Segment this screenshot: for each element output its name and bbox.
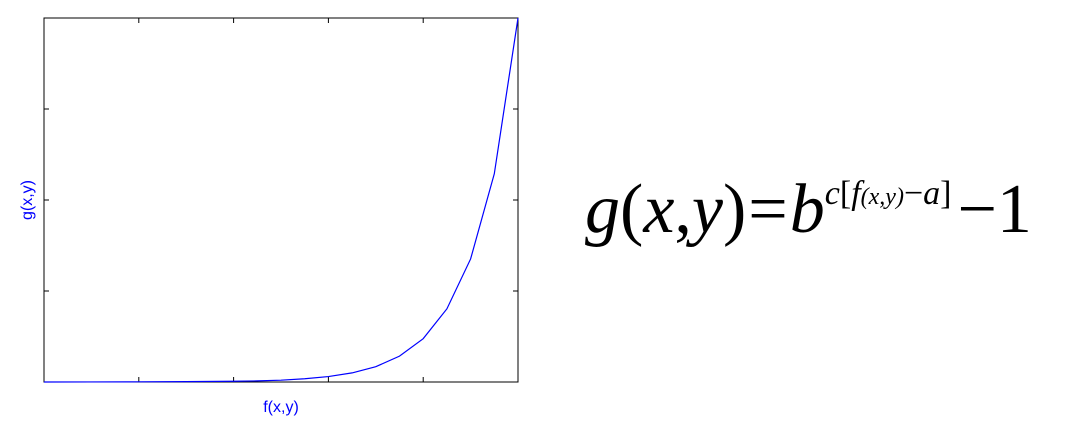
exponent-open-bracket: [: [839, 175, 852, 212]
equation-lhs-function: g: [585, 171, 620, 248]
equation-exponent: c[f(x,y)−a]: [825, 175, 952, 212]
chart: f(x,y) g(x,y): [19, 17, 519, 416]
y-axis-label: g(x,y): [19, 180, 36, 220]
exponent-minus: −: [903, 175, 924, 212]
equation: g(x,y)=bc[f(x,y)−a]−1: [585, 170, 1065, 270]
equation-comma: ,: [674, 171, 692, 248]
equation-var-x: x: [643, 171, 675, 248]
exponent-a: a: [923, 175, 941, 212]
exponent-close-bracket: ]: [940, 175, 952, 212]
equation-base: b: [789, 171, 825, 248]
x-axis-label: f(x,y): [263, 399, 299, 416]
equation-tail: −1: [957, 171, 1032, 248]
y-ticks: [44, 17, 518, 383]
equation-close-paren: ): [722, 171, 747, 248]
exponent-c: c: [824, 175, 840, 212]
equation-open-paren: (: [620, 171, 644, 248]
equation-var-y: y: [691, 171, 723, 248]
equation-equals: =: [748, 171, 788, 248]
data-series-line: [43, 17, 519, 383]
exponent-f: f: [851, 175, 861, 212]
exponent-args: (x,y): [860, 184, 904, 210]
plot-frame: [43, 17, 519, 383]
x-ticks: [43, 18, 519, 382]
